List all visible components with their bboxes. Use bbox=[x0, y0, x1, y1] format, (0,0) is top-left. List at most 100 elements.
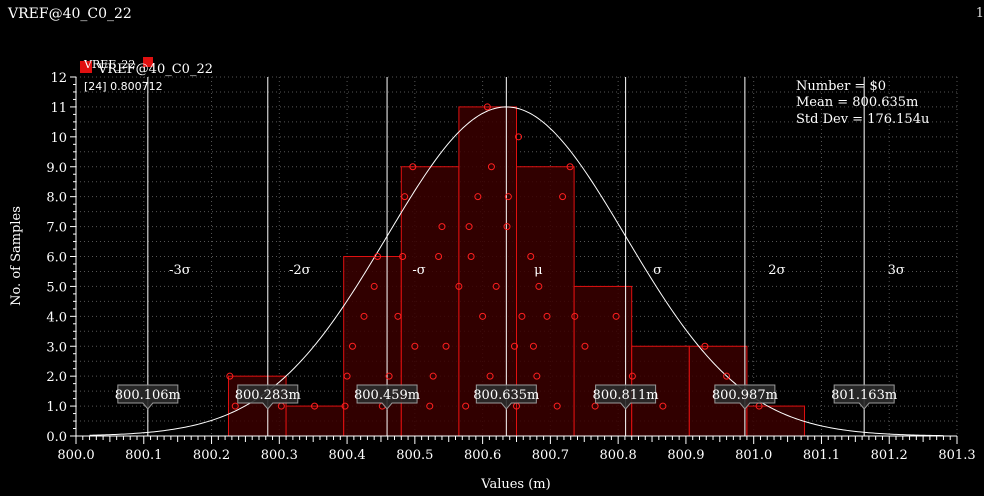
sample-point bbox=[510, 342, 518, 350]
sigma-label: -σ bbox=[412, 263, 425, 278]
sigma-marker-box bbox=[595, 384, 657, 410]
sigma-lines: -3σ -2σ -σ μ σ 2σ 3σ bbox=[147, 77, 905, 436]
sample-point bbox=[411, 342, 419, 350]
sample-point bbox=[465, 223, 473, 231]
sigma-marker[interactable]: 800.106m bbox=[115, 384, 181, 410]
sigma-marker[interactable]: 801.163m bbox=[831, 384, 897, 410]
sigma-marker-label: 800.459m bbox=[354, 388, 420, 403]
x-tick-label: 800.4 bbox=[328, 448, 365, 463]
sample-point bbox=[479, 312, 487, 320]
y-tick-label: 4.0 bbox=[46, 310, 67, 325]
histogram-bar bbox=[746, 405, 806, 437]
y-axis-title: No. of Samples bbox=[9, 206, 24, 306]
sample-point bbox=[515, 133, 523, 141]
legend-overlay-label: VREF_22 bbox=[83, 58, 135, 71]
sample-point bbox=[518, 312, 526, 320]
sample-point bbox=[343, 372, 351, 380]
sample-point bbox=[462, 402, 470, 410]
sample-point bbox=[226, 372, 234, 380]
y-tick-label: 9.0 bbox=[46, 161, 67, 176]
sample-point bbox=[399, 253, 407, 260]
sigma-label: μ bbox=[534, 263, 542, 278]
sample-point bbox=[438, 223, 446, 231]
sigma-label: -3σ bbox=[169, 263, 191, 278]
x-tick-label: 801.2 bbox=[871, 448, 908, 463]
sample-point bbox=[571, 312, 579, 320]
sample-point bbox=[370, 282, 378, 290]
sigma-markers[interactable]: 800.106m 800.283m 800.459m 800.635m 800.811m… bbox=[115, 384, 897, 410]
sample-point bbox=[535, 282, 543, 290]
x-tick-label: 800.6 bbox=[464, 448, 501, 463]
stats-number: Number = $0 bbox=[796, 79, 886, 94]
sample-point bbox=[527, 253, 535, 260]
sample-point bbox=[492, 282, 500, 290]
sample-point bbox=[426, 402, 434, 410]
x-tick-label: 800.0 bbox=[57, 448, 94, 463]
sample-point bbox=[374, 253, 382, 260]
legend[interactable]: VREF_22 VREF@40_C0_22 [24] 0.800712 bbox=[80, 57, 213, 93]
normal-curve bbox=[89, 106, 944, 437]
y-tick-label: 3.0 bbox=[46, 340, 67, 355]
y-tick-label: 11 bbox=[50, 101, 67, 116]
x-tick-label: 800.8 bbox=[600, 448, 637, 463]
sample-point bbox=[581, 342, 589, 350]
sigma-marker-label: 801.163m bbox=[831, 388, 897, 403]
y-tick-label: 10 bbox=[50, 131, 67, 146]
sigma-marker-label: 800.987m bbox=[712, 388, 778, 403]
sample-point bbox=[409, 163, 417, 171]
sample-point bbox=[467, 253, 475, 260]
stats-mean: Mean = 800.635m bbox=[796, 95, 918, 110]
sample-point bbox=[503, 223, 511, 231]
histogram-bar bbox=[285, 405, 345, 437]
sigma-label: 2σ bbox=[768, 263, 785, 278]
sample-point bbox=[311, 402, 319, 410]
sample-point bbox=[435, 253, 443, 260]
sigma-marker-label: 800.106m bbox=[115, 388, 181, 403]
sample-point bbox=[385, 372, 393, 380]
legend-sub-label: [24] 0.800712 bbox=[84, 80, 163, 93]
x-tick-label: 801.3 bbox=[938, 448, 975, 463]
sample-point bbox=[566, 163, 574, 171]
corner-mark: 1 bbox=[975, 6, 984, 21]
sample-point bbox=[659, 402, 667, 410]
x-tick-label: 800.5 bbox=[396, 448, 433, 463]
sample-point bbox=[543, 312, 551, 320]
sigma-marker-box bbox=[117, 384, 179, 410]
sample-point bbox=[701, 342, 709, 350]
sigma-marker[interactable]: 800.459m bbox=[354, 384, 420, 410]
y-tick-label: 8.0 bbox=[46, 191, 67, 206]
x-tick-label: 801.0 bbox=[735, 448, 772, 463]
y-tick-label: 1.0 bbox=[46, 400, 67, 415]
legend-swatch bbox=[80, 61, 92, 73]
sigma-label: 3σ bbox=[888, 263, 905, 278]
sample-point bbox=[504, 193, 512, 201]
histogram-bar bbox=[573, 285, 633, 437]
sample-point bbox=[723, 372, 731, 380]
legend-label: VREF@40_C0_22 bbox=[97, 62, 213, 77]
sample-point bbox=[474, 193, 482, 201]
sample-points bbox=[226, 103, 763, 410]
sigma-marker[interactable]: 800.635m bbox=[473, 384, 539, 410]
x-tick-label: 800.7 bbox=[532, 448, 569, 463]
sample-point bbox=[429, 372, 437, 380]
sigma-marker[interactable]: 800.987m bbox=[712, 384, 778, 410]
sample-point bbox=[486, 372, 494, 380]
sample-point bbox=[628, 372, 636, 380]
sample-point bbox=[401, 193, 409, 201]
x-tick-label: 800.2 bbox=[193, 448, 230, 463]
sigma-marker-box bbox=[833, 384, 895, 410]
sample-point bbox=[483, 103, 491, 111]
legend-swatch-secondary bbox=[143, 57, 153, 67]
sigma-marker[interactable]: 800.283m bbox=[235, 384, 301, 410]
sigma-label: -2σ bbox=[289, 263, 311, 278]
sigma-label: σ bbox=[653, 263, 662, 278]
normal-curve-path bbox=[89, 106, 944, 437]
sigma-marker-box bbox=[475, 384, 537, 410]
x-tick-label: 800.9 bbox=[667, 448, 704, 463]
x-tick-label: 800.1 bbox=[125, 448, 162, 463]
sigma-marker[interactable]: 800.811m bbox=[593, 384, 659, 410]
sample-point bbox=[231, 402, 239, 410]
y-tick-label: 12 bbox=[50, 71, 67, 86]
sample-point bbox=[529, 342, 537, 350]
